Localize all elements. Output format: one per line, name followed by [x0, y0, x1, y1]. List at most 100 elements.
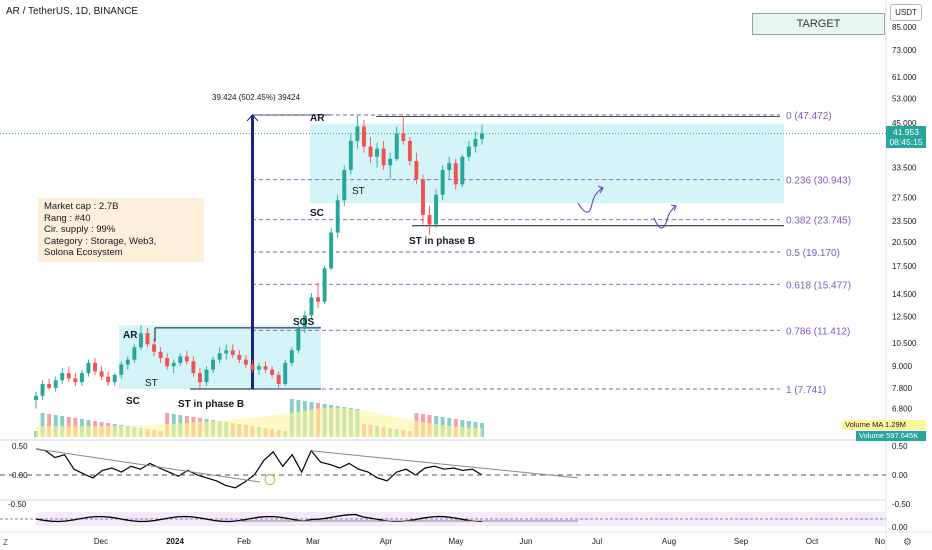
candle-body	[480, 133, 484, 139]
wyckoff-annotation: ST	[145, 378, 158, 389]
candle-body	[335, 200, 340, 233]
candle-body	[132, 347, 137, 360]
info-line: Solona Ecosystem	[44, 247, 123, 258]
fib-level-label: 0.786 (11.412)	[786, 326, 850, 337]
fib-level-label: 0.236 (30.943)	[786, 176, 851, 187]
wyckoff-annotation: SOS	[293, 317, 314, 328]
time-axis-label: May	[448, 537, 463, 546]
candle-body	[165, 358, 170, 367]
price-axis-label: 73.000	[892, 46, 917, 55]
candle-body	[53, 380, 58, 388]
candle-body	[355, 126, 360, 141]
price-axis-label: 20.500	[892, 238, 917, 247]
wyckoff-annotation: ST	[352, 186, 365, 197]
price-axis-label: 9.000	[892, 362, 913, 371]
candle-body	[375, 148, 380, 157]
candle-body	[178, 356, 183, 363]
candle-body	[447, 163, 452, 170]
candle-body	[401, 133, 406, 141]
candle-body	[99, 371, 104, 377]
candle-body	[394, 133, 399, 159]
candle-body	[407, 140, 412, 162]
price-axis-label: 33.500	[892, 164, 917, 173]
oscillator-trendline	[309, 450, 579, 479]
candle-body	[86, 362, 91, 374]
timezone-label[interactable]: Z	[3, 538, 8, 547]
projection-arrow	[577, 187, 603, 213]
time-axis-label: Oct	[806, 537, 819, 546]
candle-body	[316, 297, 320, 302]
distribution-zone	[310, 123, 784, 204]
projection-arrowhead	[670, 204, 677, 212]
candle-body	[198, 373, 202, 383]
candle-body	[184, 356, 189, 362]
candle-body	[125, 359, 130, 365]
candle-body	[237, 354, 242, 360]
price-axis-label: 12.500	[892, 313, 917, 322]
candle-body	[421, 179, 425, 215]
time-axis-label: Sep	[734, 537, 749, 546]
price-axis-label: 10.500	[892, 339, 917, 348]
oscillator-axis-label-right: 0.00	[892, 471, 908, 480]
candle-body	[145, 333, 150, 345]
candle-body	[243, 359, 248, 365]
wyckoff-annotation: AR	[123, 330, 138, 341]
volume-ma-area	[36, 407, 482, 437]
info-line: Rang : #40	[44, 212, 91, 224]
fib-level-label: 0 (47.472)	[786, 111, 832, 122]
candle-body	[342, 169, 347, 201]
chart-title: AR / TetherUS, 1D, BINANCE	[6, 6, 139, 17]
candle-body	[427, 214, 432, 225]
price-axis-label: 23.500	[892, 217, 917, 226]
candle-body	[440, 169, 445, 195]
wyckoff-annotation: SC	[310, 208, 324, 219]
candle-body	[388, 158, 393, 166]
volume-tag: Volume 597.645K	[856, 431, 926, 441]
time-axis-label: Dec	[94, 537, 108, 546]
candle-body	[453, 163, 458, 185]
fib-level-label: 0.382 (23.745)	[786, 216, 851, 227]
target-label[interactable]: TARGET	[752, 13, 885, 35]
wyckoff-annotation: ST in phase B	[409, 236, 475, 247]
time-axis-label: Jun	[520, 537, 533, 546]
wyckoff-annotation: ST in phase B	[178, 399, 244, 410]
time-axis-label: Feb	[237, 537, 251, 546]
currency-selector[interactable]: USDT	[890, 4, 922, 21]
candle-body	[230, 350, 235, 355]
price-axis-label: 27.500	[892, 193, 917, 202]
candle-body	[322, 268, 327, 302]
candle-body	[171, 362, 176, 367]
candle-body	[473, 138, 478, 147]
info-line: Cir. supply : 99%	[44, 224, 116, 235]
candle-body	[152, 344, 157, 352]
wyckoff-annotation: SC	[126, 396, 140, 407]
volume-bar	[40, 413, 45, 437]
oscillator-axis-label: -0.50	[8, 500, 27, 509]
last-price: 41.953	[893, 127, 919, 137]
candle-body	[466, 146, 471, 157]
candle-body	[79, 373, 84, 383]
price-axis-label: 6.800	[892, 405, 913, 414]
candle-body	[211, 359, 216, 370]
candle-body	[60, 373, 65, 381]
price-axis-label: 7.800	[892, 384, 913, 393]
projection-arrow	[653, 205, 676, 229]
candle-body	[93, 362, 97, 372]
time-axis-label: No	[875, 537, 886, 546]
price-axis-label: 53.000	[892, 94, 917, 103]
candle-body	[289, 350, 294, 363]
fib-level-label: 0.618 (15.477)	[786, 280, 851, 291]
price-axis-label: 85.000	[892, 23, 917, 32]
candle-body	[257, 366, 261, 370]
divergence-marker	[264, 474, 276, 486]
oscillator-line	[35, 448, 483, 489]
gear-icon[interactable]: ⚙	[903, 537, 912, 548]
volume-ma-tag: Volume MA 1.29M	[842, 420, 926, 430]
candle-body	[119, 364, 124, 375]
lower-axis-label: 0.00	[892, 523, 908, 532]
bar-countdown: 08:45:15	[889, 137, 923, 147]
oscillator-trendline	[35, 448, 261, 483]
candle-body	[204, 369, 209, 383]
candle-body	[224, 350, 229, 354]
